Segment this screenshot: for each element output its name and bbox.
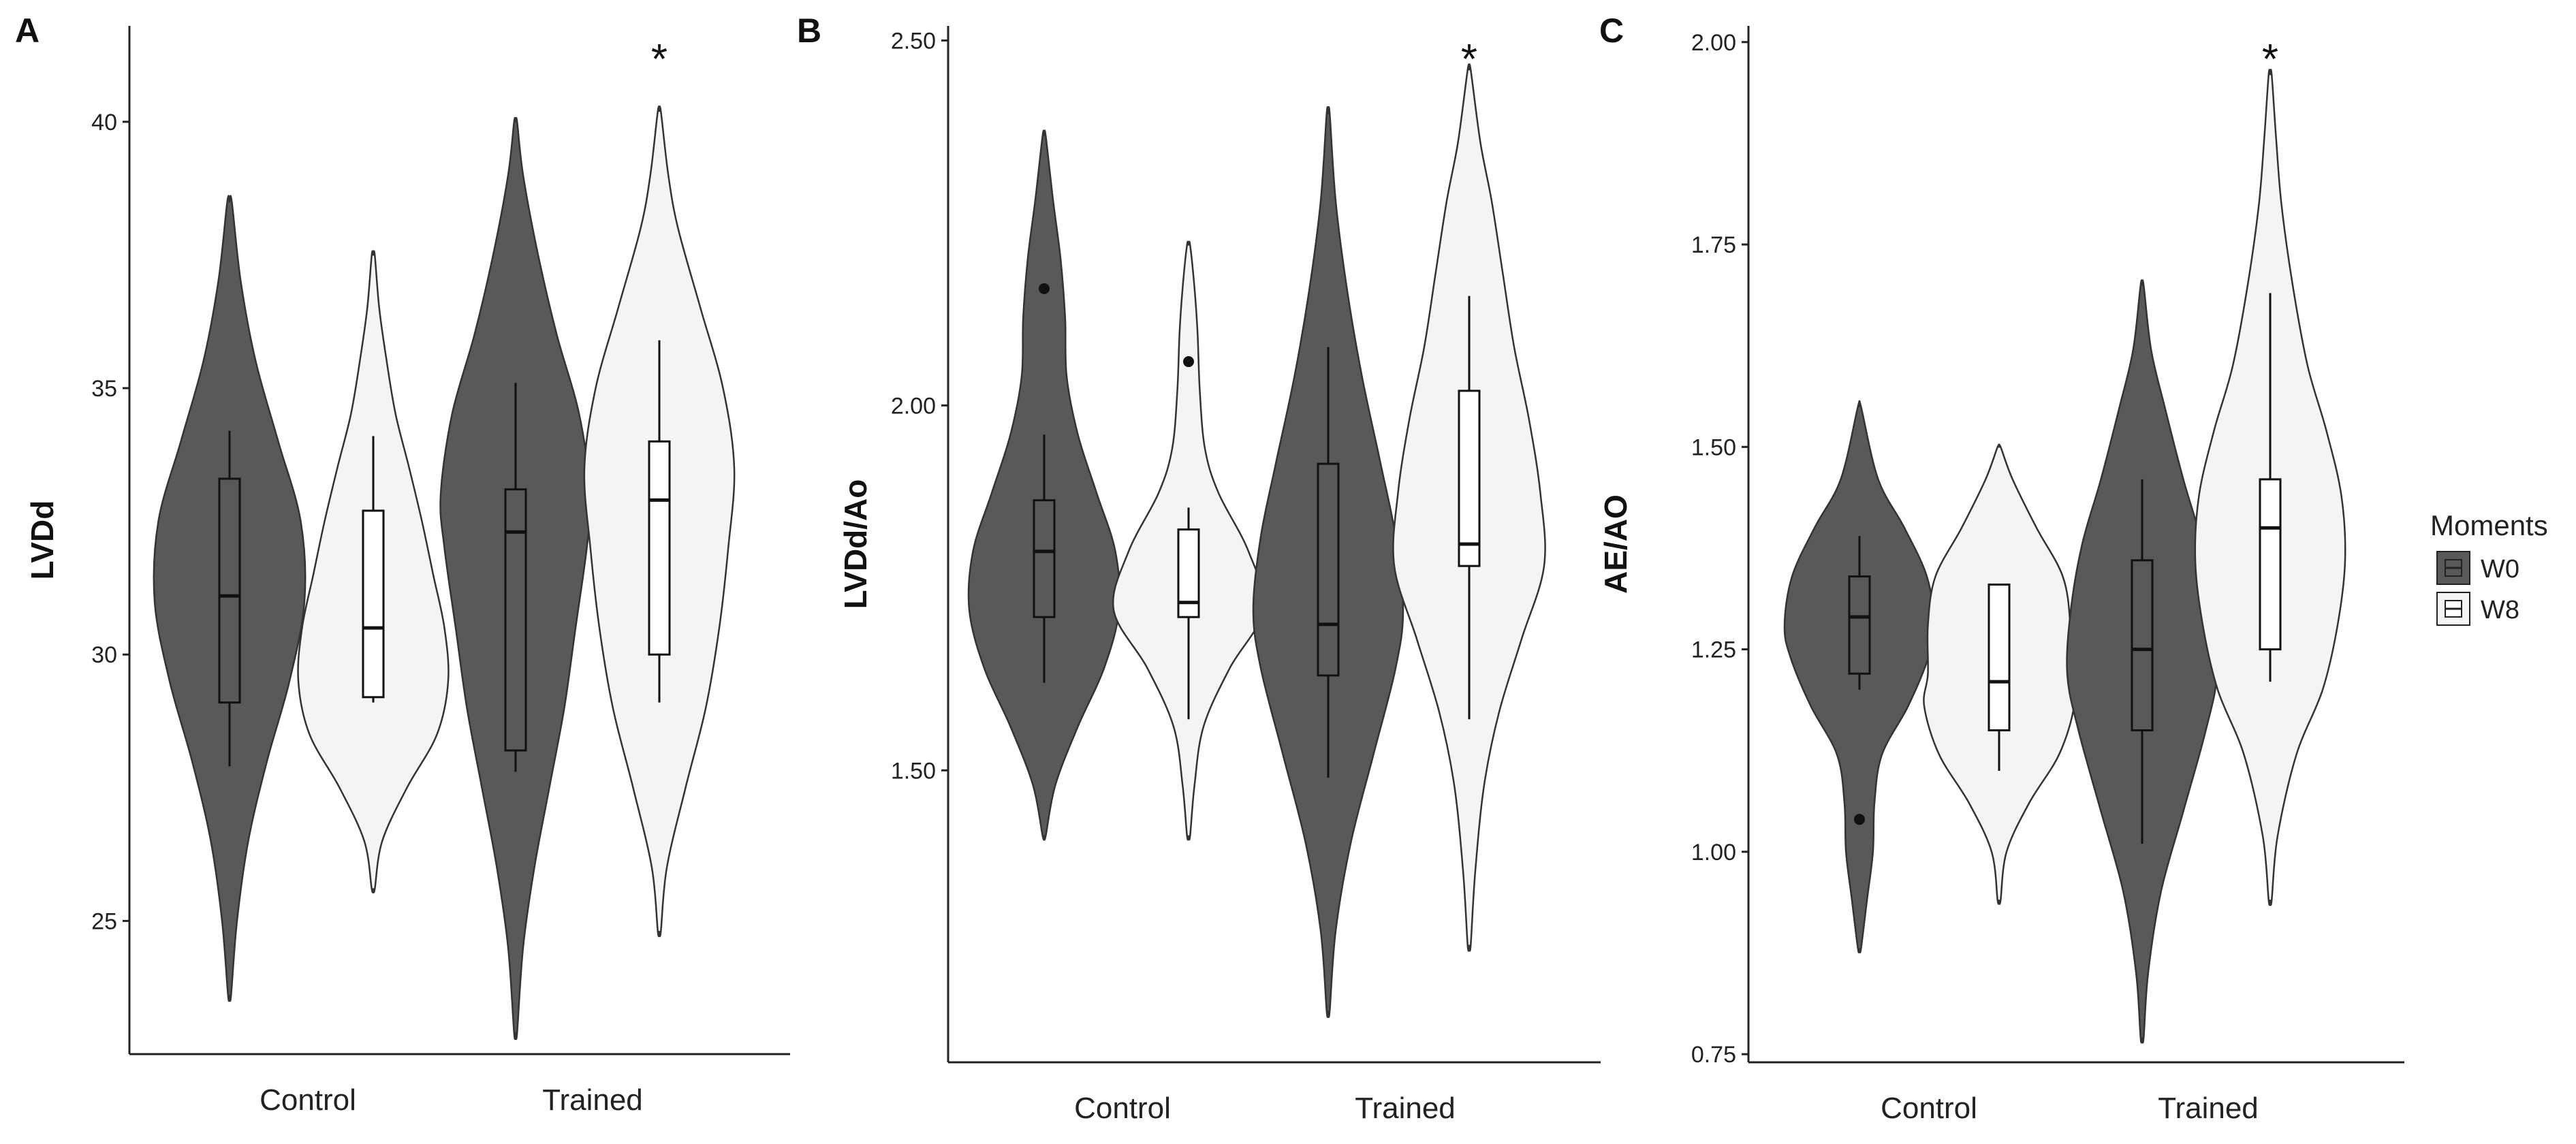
panel-b: B LVDd/Ao 1.50 2.00 2.50 Control Trained * xyxy=(797,12,1601,1125)
box-iqr xyxy=(648,440,671,656)
y-tick-label: 1.00 xyxy=(1691,840,1736,865)
box-iqr xyxy=(1033,499,1056,618)
panel-a: A LVDd 25 30 35 40 Control Trained * xyxy=(15,12,790,1117)
box-iqr xyxy=(1317,462,1340,677)
box-iqr xyxy=(1458,390,1481,567)
legend-title: Moments xyxy=(2430,509,2548,541)
legend-item-w0: W0 xyxy=(2436,551,2519,585)
panel-c: C AE/AO 0.75 1.00 1.25 1.50 1.75 2.00 Control Tra… xyxy=(1598,12,2404,1125)
box-iqr xyxy=(2131,559,2154,731)
y-tick-label: 35 xyxy=(91,376,117,402)
y-tick-label: 2.00 xyxy=(891,393,936,419)
significance-star: * xyxy=(2262,36,2278,83)
y-tick-label: 30 xyxy=(91,642,117,668)
outlier-point xyxy=(1183,356,1194,368)
x-category-label: Control xyxy=(1074,1092,1171,1125)
y-tick-label: 25 xyxy=(91,908,117,934)
outlier-point xyxy=(1039,283,1050,294)
x-category-label: Control xyxy=(260,1083,356,1117)
box-iqr xyxy=(1848,575,1871,675)
panel-letter: C xyxy=(1599,12,1624,50)
y-tick-label: 1.25 xyxy=(1691,637,1736,663)
panel-letter: A xyxy=(15,12,40,50)
x-category-label: Trained xyxy=(1355,1092,1456,1125)
legend: Moments W0 W8 xyxy=(2430,509,2548,626)
y-axis-label: AE/AO xyxy=(1598,494,1633,594)
y-tick-label: 1.75 xyxy=(1691,232,1736,258)
legend-item-w8: W8 xyxy=(2436,592,2519,626)
y-tick-label: 1.50 xyxy=(891,758,936,784)
box-iqr xyxy=(362,509,385,699)
y-tick-label: 0.75 xyxy=(1691,1042,1736,1068)
y-axis-label: LVDd xyxy=(25,500,60,580)
x-category-label: Trained xyxy=(2158,1092,2259,1125)
y-tick-label: 1.50 xyxy=(1691,434,1736,460)
y-axis-label: LVDd/Ao xyxy=(838,479,873,609)
y-tick-label: 2.50 xyxy=(891,28,936,54)
legend-label-w8: W8 xyxy=(2481,596,2519,624)
x-category-label: Trained xyxy=(542,1083,643,1117)
y-tick-label: 40 xyxy=(91,110,117,136)
legend-label-w0: W0 xyxy=(2481,555,2519,584)
outlier-point xyxy=(1854,814,1865,825)
box-iqr xyxy=(218,477,241,704)
box-iqr xyxy=(2259,478,2282,651)
panel-letter: B xyxy=(797,12,821,50)
y-tick-label: 2.00 xyxy=(1691,30,1736,56)
box-iqr xyxy=(1988,583,2011,731)
significance-star: * xyxy=(1461,36,1477,83)
significance-star: * xyxy=(651,36,667,83)
box-iqr xyxy=(504,488,527,752)
legend-swatch-w0-box xyxy=(2445,559,2462,577)
x-category-label: Control xyxy=(1881,1092,1977,1125)
